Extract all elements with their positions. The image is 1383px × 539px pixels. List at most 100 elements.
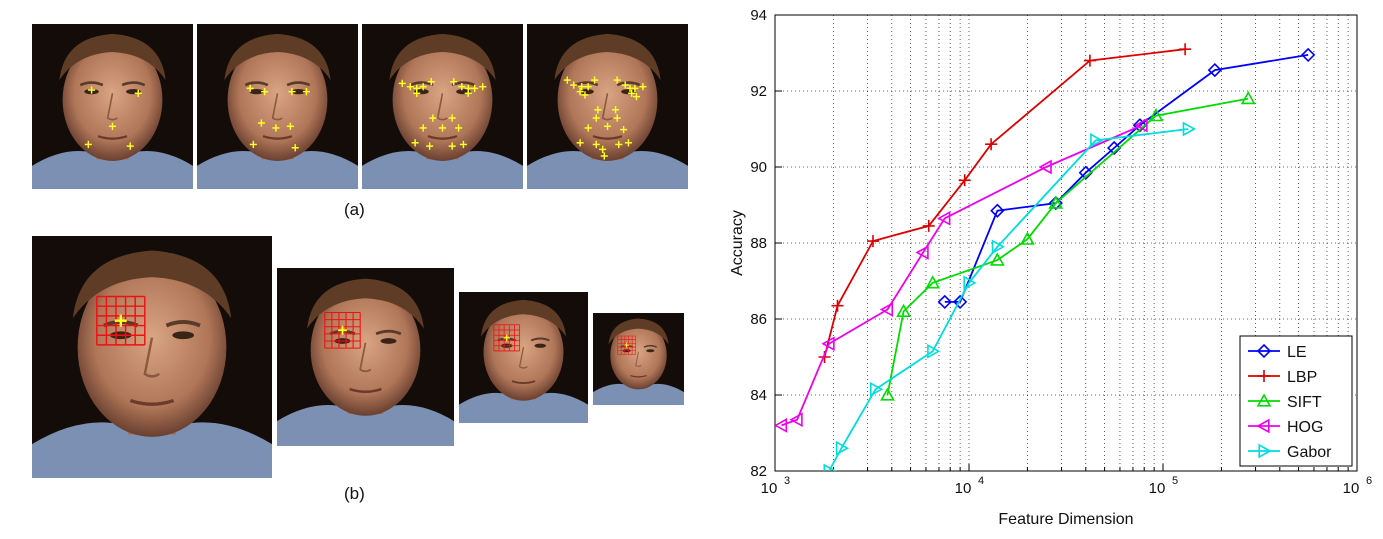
series-marker [915,245,929,260]
y-tick-label: 92 [750,83,767,100]
landmark-point [620,125,628,134]
series-marker [1148,108,1164,122]
landmark-point [576,139,584,147]
face-image [32,24,193,189]
series-marker [823,463,837,471]
legend-label: SIFT [1287,394,1322,411]
series-line-lbp [823,48,1186,358]
series-marker [1258,443,1272,459]
face-image [593,313,684,405]
series-marker [937,210,951,226]
landmark-point [448,142,456,150]
landmark-point [613,76,621,84]
series-marker [922,219,935,232]
series-marker [1090,133,1104,148]
landmark-point [584,124,592,132]
landmark-point [563,76,571,84]
series-marker [1078,165,1093,180]
legend-label: LBP [1287,369,1317,386]
series-marker [821,336,835,352]
series-line-sift [886,97,1249,396]
series-marker [1083,54,1096,67]
landmark-point [464,89,472,97]
face-image [277,268,454,446]
landmark-point [419,124,427,132]
face-image [32,236,272,478]
series-marker [789,412,803,428]
series-marker [1182,121,1196,137]
series-marker [1256,418,1270,434]
series-line-gabor [828,128,1189,471]
landmark-point [584,83,592,91]
face-thumb-b4 [593,313,684,405]
y-axis-label: Accuracy [729,210,746,276]
landmark-point [448,114,456,122]
landmark-point [621,81,629,89]
legend-label: HOG [1287,419,1323,436]
landmark-point [84,140,92,149]
landmark-point [286,122,294,130]
landmark-point [594,106,602,114]
x-tick-label: 10 [761,480,778,497]
landmark-point [600,152,608,160]
face-thumb-b1 [32,236,272,478]
x-tick-exponent: 3 [784,475,790,487]
landmark-point [599,145,607,154]
landmark-point [302,88,311,96]
landmark-point [613,114,621,122]
series-marker [1256,393,1272,407]
landmark-point [576,88,584,96]
y-tick-label: 94 [750,7,767,24]
accuracy-chart: 82 84 86 88 90 92 94 10 3 10 4 10 5 10 6 Feature Dimen… [729,7,1372,528]
landmark-point [426,142,434,150]
landmark-point [419,83,427,91]
face-image [527,24,688,189]
landmark-point [398,79,406,88]
series-hog [775,117,1148,433]
series-line-le [944,54,1309,303]
landmark-point [592,140,600,149]
face-thumb-b2 [277,268,454,446]
face-thumb-a2 [197,24,358,189]
landmark-point [591,76,599,84]
landmark-point [288,88,296,96]
landmark-point [603,122,612,130]
chart-series [775,43,1316,471]
series-marker [869,381,884,397]
landmark-point [291,144,299,152]
series-marker [1132,118,1148,133]
landmark-point [438,124,447,132]
landmark-point [471,84,479,92]
series-marker [1038,159,1052,175]
series-marker [835,440,850,456]
landmark-point [458,83,466,91]
legend-entry-hog: HOG [1248,418,1323,436]
landmark-point [639,83,647,91]
face-image [459,292,588,423]
series-marker [775,418,788,433]
series-marker [985,138,998,151]
legend-entry-lbp: LBP [1248,369,1317,386]
x-tick-exponent: 4 [978,475,984,487]
x-tick-exponent: 5 [1172,475,1178,487]
series-marker [1134,117,1148,133]
landmark-point [429,114,437,122]
landmark-point [338,325,347,335]
landmark-point [406,83,414,91]
series-marker [1301,47,1316,63]
x-tick-label: 10 [1343,480,1360,497]
y-tick-label: 88 [750,235,767,252]
y-tick-label: 90 [750,159,767,176]
y-tick-label: 86 [750,311,767,328]
legend-entry-le: LE [1248,343,1307,361]
series-marker [879,302,894,317]
face-thumb-b3 [459,292,588,423]
landmark-point [479,83,487,91]
landmark-point [578,83,586,91]
landmark-point [246,84,254,92]
face-thumb-a3 [362,24,523,189]
series-marker [952,294,968,310]
landmark-point [503,334,510,342]
series-marker [880,387,895,401]
landmark-point [411,139,419,147]
